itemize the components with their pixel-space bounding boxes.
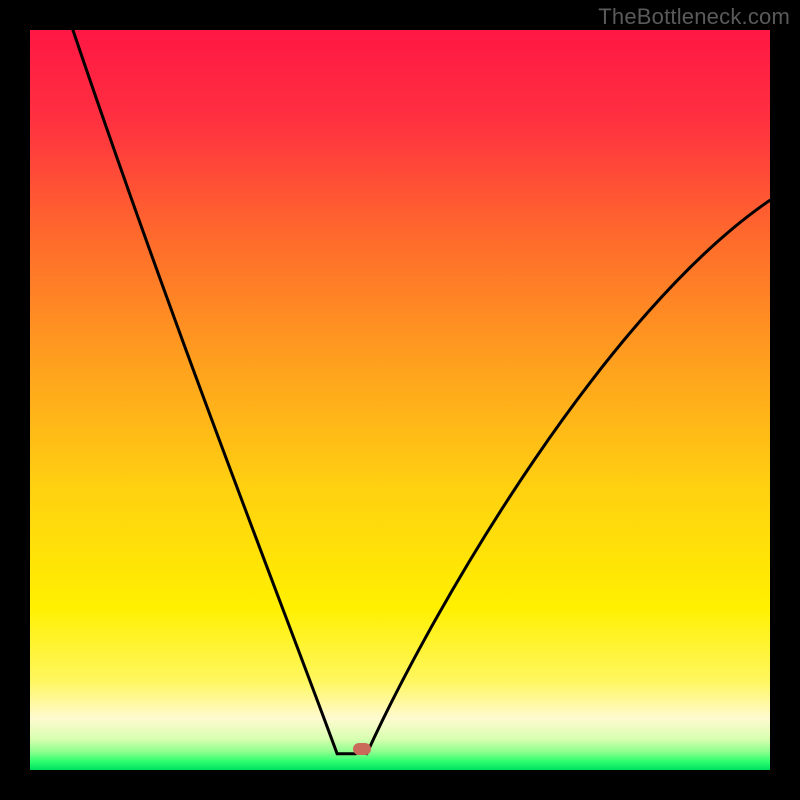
bottleneck-curve <box>30 30 770 770</box>
watermark-text: TheBottleneck.com <box>598 4 790 30</box>
optimal-point-marker <box>353 743 371 755</box>
plot-area <box>30 30 770 770</box>
